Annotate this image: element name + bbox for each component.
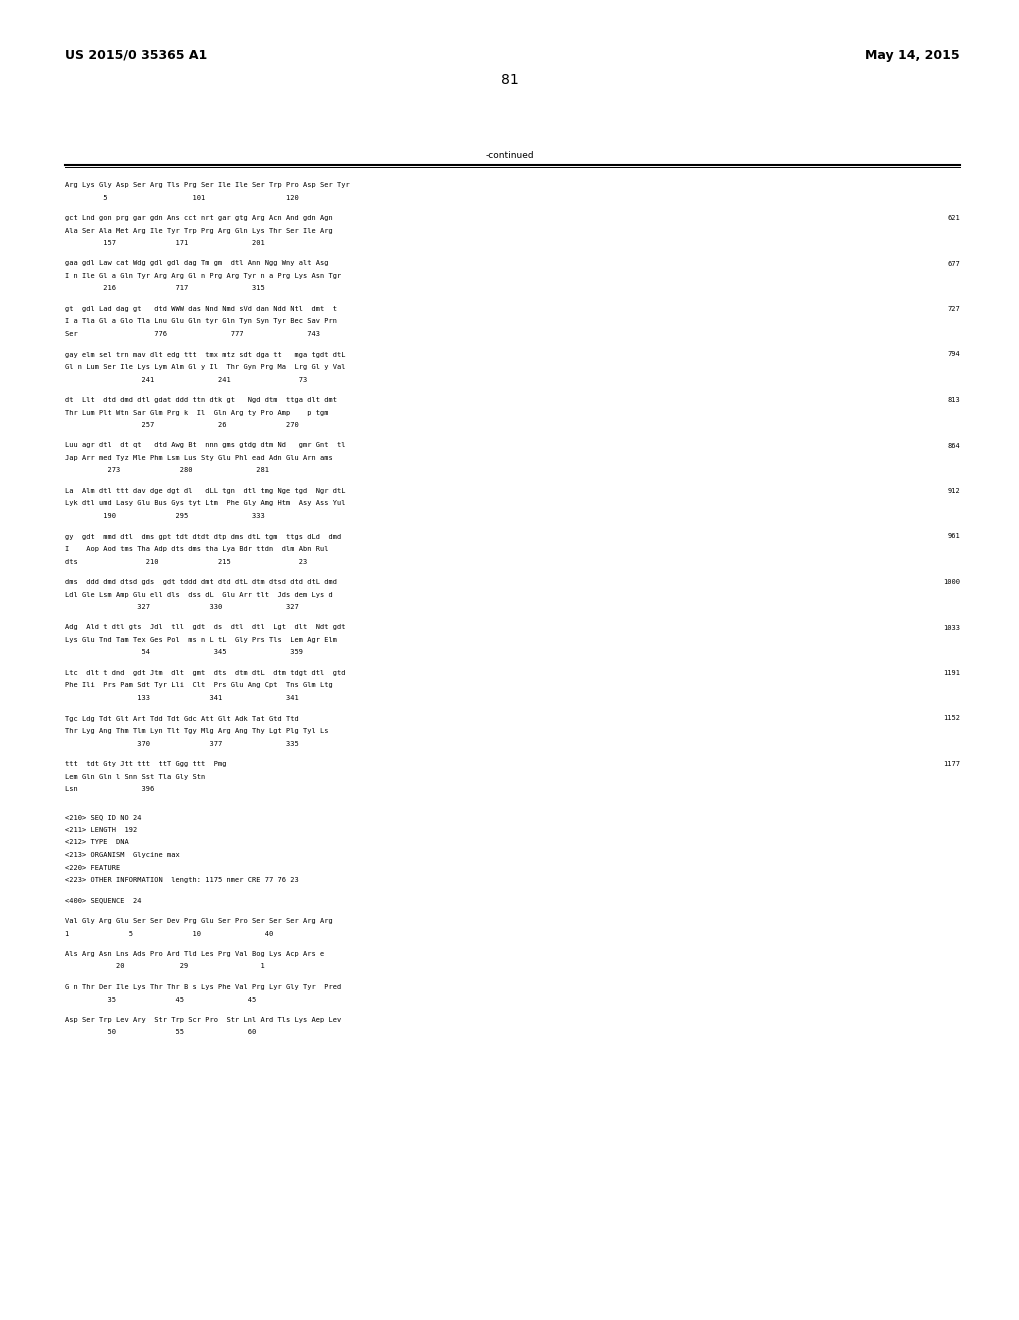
Text: <400> SEQUENCE  24: <400> SEQUENCE 24 — [65, 898, 142, 903]
Text: gct Lnd gon prg gar gdn Ans cct nrt gar gtg Arg Acn And gdn Agn: gct Lnd gon prg gar gdn Ans cct nrt gar … — [65, 215, 332, 220]
Text: <223> OTHER INFORMATION  length: 1175 nmer CRE 77 76 23: <223> OTHER INFORMATION length: 1175 nme… — [65, 876, 299, 883]
Text: <220> FEATURE: <220> FEATURE — [65, 865, 120, 870]
Text: 727: 727 — [947, 306, 959, 312]
Text: Ldl Gle Lsm Amp Glu ell dls  dss dL  Glu Arr tlt  Jds dem Lys d: Ldl Gle Lsm Amp Glu ell dls dss dL Glu A… — [65, 591, 332, 598]
Text: Lyk dtl umd Lasy Glu Bus Gys tyt Ltm  Phe Gly Amg Htm  Asy Ass Yul: Lyk dtl umd Lasy Glu Bus Gys tyt Ltm Phe… — [65, 500, 345, 507]
Text: dt  Llt  dtd dmd dtl gdat ddd ttn dtk gt   Ngd dtm  ttga dlt dmt: dt Llt dtd dmd dtl gdat ddd ttn dtk gt N… — [65, 397, 336, 403]
Text: dms  ddd dmd dtsd gds  gdt tddd dmt dtd dtL dtm dtsd dtd dtL dmd: dms ddd dmd dtsd gds gdt tddd dmt dtd dt… — [65, 579, 336, 585]
Text: 912: 912 — [947, 488, 959, 494]
Text: 157              171               201: 157 171 201 — [65, 240, 265, 246]
Text: Gl n Lum Ser Ile Lys Lym Alm Gl y Il  Thr Gyn Prg Ma  Lrg Gl y Val: Gl n Lum Ser Ile Lys Lym Alm Gl y Il Thr… — [65, 364, 345, 370]
Text: Asp Ser Trp Lev Ary  Str Trp Scr Pro  Str Lnl Ard Tls Lys Aep Lev: Asp Ser Trp Lev Ary Str Trp Scr Pro Str … — [65, 1016, 341, 1023]
Text: 961: 961 — [947, 533, 959, 540]
Text: 216              717               315: 216 717 315 — [65, 285, 265, 292]
Text: 50              55               60: 50 55 60 — [65, 1030, 256, 1035]
Text: 35              45               45: 35 45 45 — [65, 997, 256, 1002]
Text: gaa gdl Law cat Wdg gdl gdl dag Tm gm  dtl Ann Ngg Wny alt Asg: gaa gdl Law cat Wdg gdl gdl dag Tm gm dt… — [65, 260, 328, 267]
Text: Als Arg Asn Lns Ads Pro Ard Tld Les Prg Val Bog Lys Acp Ars e: Als Arg Asn Lns Ads Pro Ard Tld Les Prg … — [65, 950, 324, 957]
Text: 794: 794 — [947, 351, 959, 358]
Text: Phe Ili  Prs Pam Sdt Tyr Lli  Clt  Prs Glu Ang Cpt  Tns Glm Ltg: Phe Ili Prs Pam Sdt Tyr Lli Clt Prs Glu … — [65, 682, 332, 689]
Text: Thr Lyg Ang Thm Tlm Lyn Tlt Tgy Mlg Arg Ang Thy Lgt Plg Tyl Ls: Thr Lyg Ang Thm Tlm Lyn Tlt Tgy Mlg Arg … — [65, 729, 328, 734]
Text: ttt  tdt Gty Jtt ttt  ttT Ggg ttt  Pmg: ttt tdt Gty Jtt ttt ttT Ggg ttt Pmg — [65, 762, 226, 767]
Text: 370              377               335: 370 377 335 — [65, 741, 299, 747]
Text: 133              341               341: 133 341 341 — [65, 696, 299, 701]
Text: 813: 813 — [947, 397, 959, 403]
Text: <213> ORGANISM  Glycine max: <213> ORGANISM Glycine max — [65, 851, 179, 858]
Text: 54               345               359: 54 345 359 — [65, 649, 303, 656]
Text: Ser                  776               777               743: Ser 776 777 743 — [65, 331, 320, 337]
Text: <211> LENGTH  192: <211> LENGTH 192 — [65, 828, 138, 833]
Text: Luu agr dtl  dt qt   dtd Awg Bt  nnn gms gtdg dtm Nd   gmr Gnt  tl: Luu agr dtl dt qt dtd Awg Bt nnn gms gtd… — [65, 442, 345, 449]
Text: G n Thr Der Ile Lys Thr Thr B s Lys Phe Val Prg Lyr Gly Tyr  Pred: G n Thr Der Ile Lys Thr Thr B s Lys Phe … — [65, 983, 341, 990]
Text: 621: 621 — [947, 215, 959, 220]
Text: Lsn               396: Lsn 396 — [65, 785, 154, 792]
Text: gt  gdl Lad dag gt   dtd WWW das Nnd Nmd sVd dan Ndd Ntl  dmt  t: gt gdl Lad dag gt dtd WWW das Nnd Nmd sV… — [65, 306, 336, 312]
Text: <212> TYPE  DNA: <212> TYPE DNA — [65, 840, 128, 846]
Text: 81: 81 — [500, 73, 519, 87]
Text: Arg Lys Gly Asp Ser Arg Tls Prg Ser Ile Ile Ser Trp Pro Asp Ser Tyr: Arg Lys Gly Asp Ser Arg Tls Prg Ser Ile … — [65, 182, 350, 187]
Text: 677: 677 — [947, 260, 959, 267]
Text: dts                210              215                23: dts 210 215 23 — [65, 558, 307, 565]
Text: Lys Glu Tnd Tam Tex Ges Pol  ms n L tL  Gly Prs Tls  Lem Agr Elm: Lys Glu Tnd Tam Tex Ges Pol ms n L tL Gl… — [65, 638, 336, 643]
Text: Ltc  dlt t dnd  gdt Jtm  dlt  gmt  dts  dtm dtL  dtm tdgt dtl  gtd: Ltc dlt t dnd gdt Jtm dlt gmt dts dtm dt… — [65, 671, 345, 676]
Text: 327              330               327: 327 330 327 — [65, 605, 299, 610]
Text: I    Aop Aod tms Tha Adp dts dms tha Lya Bdr ttdn  dlm Abn Rul: I Aop Aod tms Tha Adp dts dms tha Lya Bd… — [65, 546, 328, 552]
Text: 190              295               333: 190 295 333 — [65, 513, 265, 519]
Text: Tgc Ldg Tdt Glt Art Tdd Tdt Gdc Att Glt Adk Tat Gtd Ttd: Tgc Ldg Tdt Glt Art Tdd Tdt Gdc Att Glt … — [65, 715, 299, 722]
Text: I n Ile Gl a Gln Tyr Arg Arg Gl n Prg Arg Tyr n a Prg Lys Asn Tgr: I n Ile Gl a Gln Tyr Arg Arg Gl n Prg Ar… — [65, 273, 341, 279]
Text: 1191: 1191 — [943, 671, 959, 676]
Text: <210> SEQ ID NO 24: <210> SEQ ID NO 24 — [65, 814, 142, 821]
Text: I a Tla Gl a Glo Tla Lnu Glu Gln tyr Gln Tyn Syn Tyr Bec Sav Prn: I a Tla Gl a Glo Tla Lnu Glu Gln tyr Gln… — [65, 318, 336, 325]
Text: 1              5              10               40: 1 5 10 40 — [65, 931, 273, 936]
Text: 1033: 1033 — [943, 624, 959, 631]
Text: -continued: -continued — [485, 150, 534, 160]
Text: 5                    101                   120: 5 101 120 — [65, 194, 299, 201]
Text: 1177: 1177 — [943, 762, 959, 767]
Text: US 2015/0 35365 A1: US 2015/0 35365 A1 — [65, 49, 207, 62]
Text: 1000: 1000 — [943, 579, 959, 585]
Text: 1152: 1152 — [943, 715, 959, 722]
Text: 20             29                 1: 20 29 1 — [65, 964, 265, 969]
Text: Val Gly Arg Glu Ser Ser Dev Prg Glu Ser Pro Ser Ser Ser Arg Arg: Val Gly Arg Glu Ser Ser Dev Prg Glu Ser … — [65, 917, 332, 924]
Text: gay elm sel trn mav dlt edg ttt  tmx mtz sdt dga tt   mga tgdt dtL: gay elm sel trn mav dlt edg ttt tmx mtz … — [65, 351, 345, 358]
Text: Ala Ser Ala Met Arg Ile Tyr Trp Prg Arg Gln Lys Thr Ser Ile Arg: Ala Ser Ala Met Arg Ile Tyr Trp Prg Arg … — [65, 227, 332, 234]
Text: Jap Arr med Tyz Mle Phm Lsm Lus Sty Glu Phl ead Adn Glu Arn ams: Jap Arr med Tyz Mle Phm Lsm Lus Sty Glu … — [65, 455, 332, 461]
Text: May 14, 2015: May 14, 2015 — [864, 49, 959, 62]
Text: 241               241                73: 241 241 73 — [65, 376, 307, 383]
Text: 257               26              270: 257 26 270 — [65, 422, 299, 428]
Text: Lem Gln Gln l Snn Sst Tla Gly Stn: Lem Gln Gln l Snn Sst Tla Gly Stn — [65, 774, 205, 780]
Text: Adg  Ald t dtl gts  Jdl  tll  gdt  ds  dtl  dtl  Lgt  dlt  Ndt gdt: Adg Ald t dtl gts Jdl tll gdt ds dtl dtl… — [65, 624, 345, 631]
Text: gy  gdt  mmd dtl  dms gpt tdt dtdt dtp dms dtL tgm  ttgs dLd  dmd: gy gdt mmd dtl dms gpt tdt dtdt dtp dms … — [65, 533, 341, 540]
Text: Thr Lum Plt Wtn Sar Glm Prg k  Il  Gln Arg ty Pro Amp    p tgm: Thr Lum Plt Wtn Sar Glm Prg k Il Gln Arg… — [65, 409, 328, 416]
Text: La  Alm dtl ttt dav dge dgt dl   dLL tgn  dtl tmg Nge tgd  Ngr dtL: La Alm dtl ttt dav dge dgt dl dLL tgn dt… — [65, 488, 345, 494]
Text: 273              280               281: 273 280 281 — [65, 467, 269, 474]
Text: 864: 864 — [947, 442, 959, 449]
